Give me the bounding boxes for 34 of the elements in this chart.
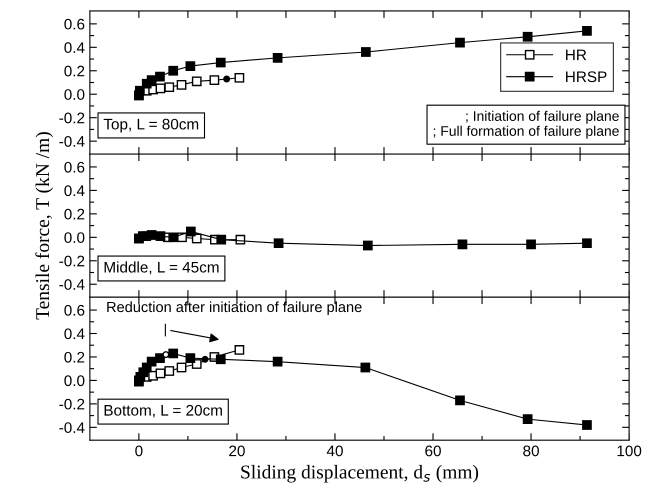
y-tick-label: -0.2 (59, 256, 84, 266)
y-tick-label: 0.2 (64, 208, 84, 220)
legend-label: HRSP (566, 71, 606, 82)
y-tick-label: 0.6 (64, 304, 84, 316)
annotation: Reduction after initiation of failure plane (107, 301, 362, 316)
annotation: ; Initiation of failure plane (466, 110, 619, 124)
y-tick-label: 0.0 (64, 232, 84, 244)
y-tick-label: 0.4 (64, 42, 85, 53)
x-tick-label: 0 (135, 445, 143, 456)
x-tick-label: 80 (523, 445, 539, 456)
y-tick-label: 0.2 (64, 352, 84, 363)
y-tick-label: 0.0 (64, 375, 84, 386)
legend-label: HR (566, 50, 586, 60)
y-tick-label: -0.2 (59, 398, 84, 410)
y-tick-label: -0.4 (59, 422, 85, 434)
y-axis-title: Tensile force, T (kN /m) (35, 132, 54, 320)
x-tick-label: 40 (326, 445, 343, 456)
annotation: Bottom, L = 20cm (104, 404, 222, 418)
x-tick-label: 20 (229, 445, 245, 456)
y-tick-label: -0.4 (59, 136, 85, 147)
y-tick-label: 0.4 (64, 185, 85, 196)
annotation: Middle, L = 45cm (104, 261, 219, 274)
x-axis-title: Sliding displacement, d$_{s}$ (mm) (241, 464, 478, 483)
y-tick-label: 0.4 (64, 328, 85, 340)
y-tick-label: -0.2 (59, 112, 84, 124)
y-tick-label: 0.0 (64, 89, 84, 100)
y-tick-label: 0.6 (64, 18, 84, 30)
x-tick-label: 100 (618, 445, 642, 456)
y-tick-label: 0.6 (64, 162, 84, 173)
x-tick-label: 60 (425, 445, 441, 456)
annotation: ; Full formation of failure plane (434, 126, 619, 139)
y-tick-label: -0.4 (59, 279, 85, 290)
y-tick-label: 0.2 (64, 66, 84, 76)
annotation: Top, L = 80cm (104, 118, 198, 133)
